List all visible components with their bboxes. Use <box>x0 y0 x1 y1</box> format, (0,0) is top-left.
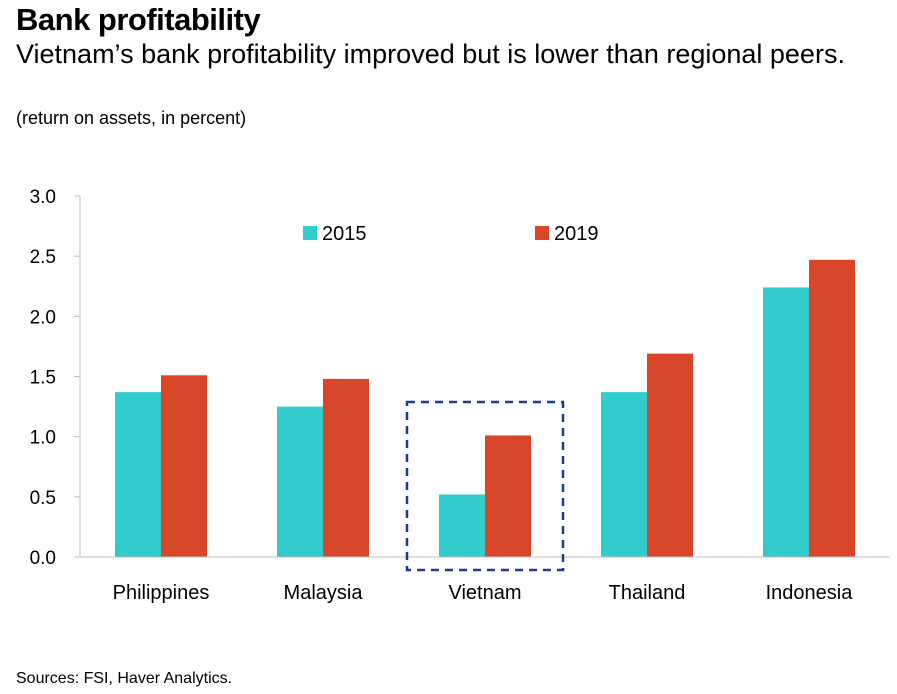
bar-2015-thailand <box>601 392 647 557</box>
bar-chart: 0.0 0.5 1.0 1.5 2.0 2.5 3.0 Philippines Malaysi… <box>30 187 890 604</box>
y-tick-label: 2.0 <box>30 307 56 328</box>
bar-2019-vietnam <box>485 435 531 557</box>
x-axis: Philippines Malaysia Vietnam Thailand Indone… <box>80 556 890 604</box>
legend-label-2015: 2015 <box>322 223 367 245</box>
chart-title: Bank profitability <box>16 2 261 37</box>
highlight-box <box>405 400 565 572</box>
x-tick-label-indonesia: Indonesia <box>766 582 854 604</box>
y-tick-label: 0.5 <box>30 488 56 509</box>
chart-units-note: (return on assets, in percent) <box>16 108 247 128</box>
legend-label-2019: 2019 <box>554 223 599 245</box>
y-tick-label: 1.5 <box>30 368 56 389</box>
legend-swatch-2015 <box>303 226 317 240</box>
chart-subtitle: Vietnam’s bank profitability improved bu… <box>16 39 845 69</box>
bar-2019-malaysia <box>323 378 369 557</box>
x-tick-label-malaysia: Malaysia <box>284 582 364 604</box>
bar-2015-vietnam <box>439 494 485 557</box>
bar-2015-indonesia <box>763 287 809 557</box>
bar-2015-malaysia <box>277 406 323 557</box>
bars <box>115 259 855 557</box>
x-tick-label-philippines: Philippines <box>113 582 210 604</box>
bar-2019-philippines <box>161 375 207 557</box>
x-tick-label-vietnam: Vietnam <box>448 582 521 604</box>
x-tick-label-thailand: Thailand <box>609 582 686 604</box>
y-axis: 0.0 0.5 1.0 1.5 2.0 2.5 3.0 <box>30 187 81 569</box>
y-tick-label: 0.0 <box>30 548 56 569</box>
y-tick-label: 3.0 <box>30 187 56 208</box>
bar-2019-thailand <box>647 353 693 557</box>
bar-2015-philippines <box>115 392 161 557</box>
y-tick-label: 2.5 <box>30 247 56 268</box>
legend-swatch-2019 <box>535 226 549 240</box>
highlight-box-vietnam <box>405 400 565 572</box>
bar-2019-indonesia <box>809 259 855 557</box>
source-note: Sources: FSI, Haver Analytics. <box>16 670 233 687</box>
legend: 2015 2019 <box>303 223 599 245</box>
y-tick-label: 1.0 <box>30 428 56 449</box>
